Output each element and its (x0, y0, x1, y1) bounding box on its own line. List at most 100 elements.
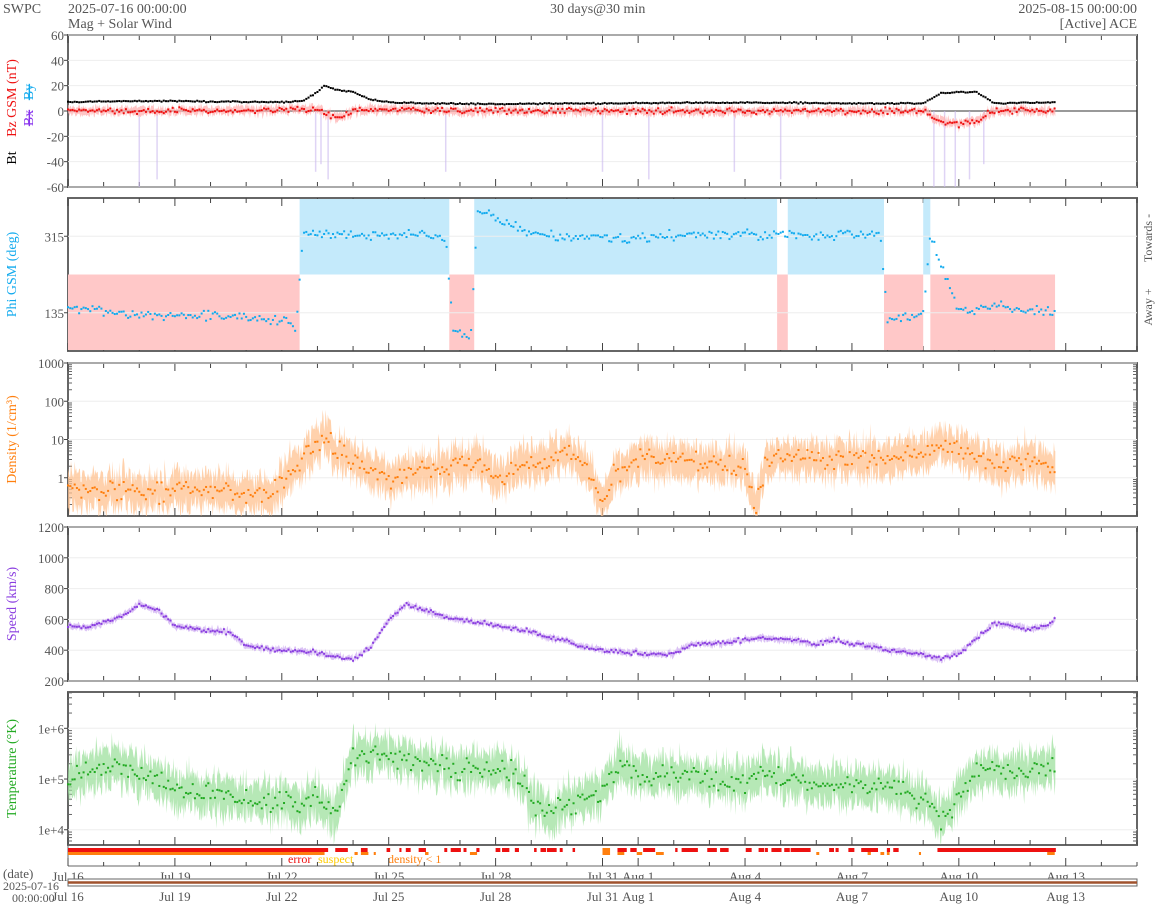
speed-point (581, 645, 584, 648)
flag-error-segment (777, 848, 782, 852)
bz-point (652, 112, 655, 115)
density-point (251, 495, 254, 498)
phi-point (109, 309, 112, 312)
temperature-point (340, 788, 343, 791)
density-point (583, 461, 586, 464)
phi-point (922, 310, 925, 313)
speed-point (416, 608, 419, 611)
density-point (1051, 466, 1054, 469)
bt-point (951, 91, 954, 94)
phi-point (78, 312, 81, 315)
speed-point (465, 618, 468, 621)
phi-point (1015, 307, 1018, 310)
bt-point (1024, 101, 1027, 104)
temperature-point (394, 752, 397, 755)
temperature-point (565, 803, 568, 806)
density-point (387, 475, 390, 478)
bt-point (960, 90, 963, 93)
bz-point (628, 109, 631, 112)
speed-point (156, 607, 159, 610)
density-point (966, 447, 969, 450)
phi-point (572, 237, 575, 240)
density-point (793, 455, 796, 458)
bt-point (579, 102, 582, 105)
speed-point (1049, 621, 1052, 624)
bt-point (133, 99, 136, 102)
temperature-point (249, 800, 252, 803)
density-point (706, 466, 709, 469)
density-point (78, 488, 81, 491)
towards-label: Towards - (1141, 214, 1155, 262)
bz-point (309, 109, 312, 112)
speed-point (176, 625, 179, 628)
density-point (100, 491, 103, 494)
density-point (329, 432, 332, 435)
temperature-point (138, 777, 141, 780)
density-point (205, 485, 208, 488)
temperature-point (336, 809, 339, 812)
flag-legend-density: density < 1 (388, 852, 442, 866)
phi-point (806, 234, 809, 237)
bt-point (695, 101, 698, 104)
density-point (726, 469, 729, 472)
density-point (436, 467, 439, 470)
phi-point (561, 237, 564, 240)
temperature-point (360, 750, 363, 753)
speed-point (401, 606, 404, 609)
phi-point (973, 313, 976, 316)
speed-point (534, 630, 537, 633)
bt-point (899, 101, 902, 104)
speed-point (550, 637, 553, 640)
flag-error-segment (399, 848, 402, 852)
bt-point (445, 102, 448, 105)
bt-point (113, 100, 116, 103)
phi-point (278, 320, 281, 323)
density-point (343, 444, 346, 447)
phi-point (407, 228, 410, 231)
density-point (1020, 463, 1023, 466)
bz-point (953, 121, 956, 124)
temperature-point (710, 778, 713, 781)
bt-point (592, 101, 595, 104)
phi-point (211, 312, 214, 315)
density-point (367, 471, 370, 474)
density-point (924, 453, 927, 456)
bz-point (1035, 108, 1038, 111)
bt-point (989, 99, 992, 102)
phi-point (472, 288, 475, 291)
density-point (982, 452, 985, 455)
bz-point (240, 109, 243, 112)
bz-point (706, 111, 709, 114)
speed-point (735, 640, 738, 643)
temperature-point (153, 774, 156, 777)
density-point (222, 487, 225, 490)
temperature-point (258, 801, 261, 804)
bt-point (708, 101, 711, 104)
temperature-point (311, 794, 314, 797)
temperature-point (917, 802, 920, 805)
speed-point (913, 652, 916, 655)
bz-point (764, 111, 767, 114)
phi-point (550, 229, 553, 232)
bt-point (610, 102, 613, 105)
bz-point (412, 106, 415, 109)
temperature-point (470, 770, 473, 773)
density-point (356, 456, 359, 459)
temperature-point (523, 774, 526, 777)
speed-point (499, 625, 502, 628)
bt-point (1013, 101, 1016, 104)
density-point (144, 498, 147, 501)
temperature-point (695, 770, 698, 773)
density-point (610, 483, 613, 486)
temperature-point (512, 772, 515, 775)
bz-point (559, 111, 562, 114)
temperature-point (447, 767, 450, 770)
density-point (171, 487, 174, 490)
bz-point (813, 110, 816, 113)
phi-point (403, 232, 406, 235)
temperature-point (234, 800, 237, 803)
density-point (118, 483, 121, 486)
speed-point (389, 616, 392, 619)
bt-point (291, 100, 294, 103)
temperature-point (176, 783, 179, 786)
